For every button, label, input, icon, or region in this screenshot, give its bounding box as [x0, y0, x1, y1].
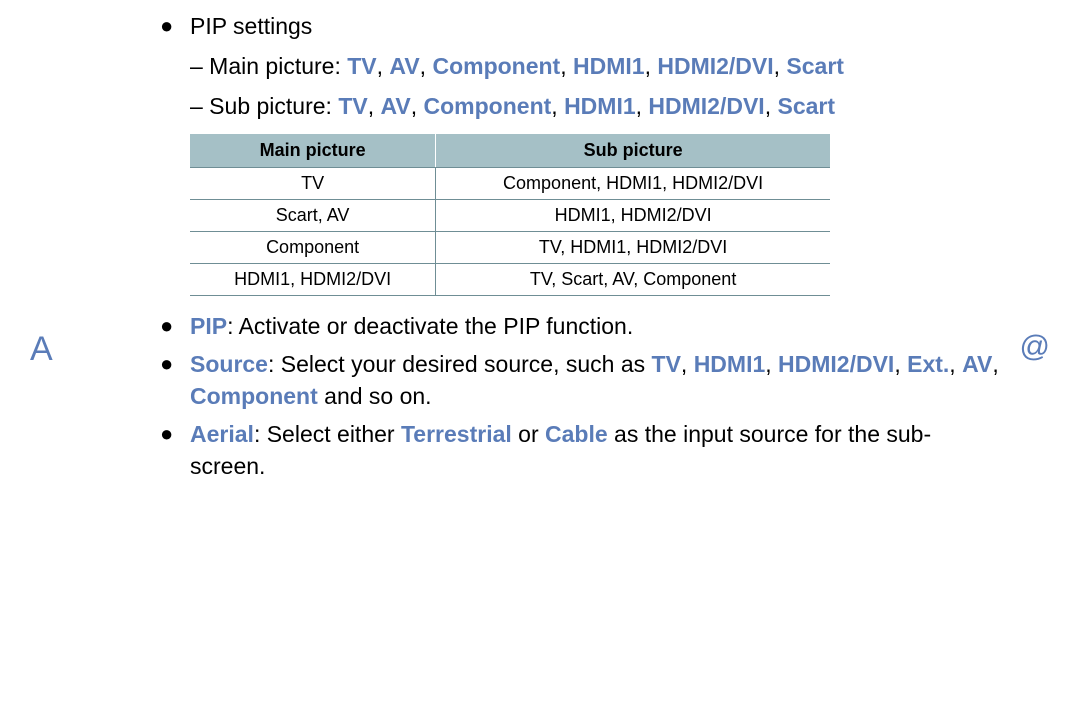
source-label: Source	[190, 351, 268, 377]
table-header-cell: Main picture	[190, 134, 436, 168]
option-value: Component	[190, 383, 318, 409]
sub-picture-line: – Sub picture: TV, AV, Component, HDMI1,…	[190, 88, 1000, 124]
table-cell: Component, HDMI1, HDMI2/DVI	[436, 168, 830, 200]
option-value: Component	[432, 53, 560, 79]
bullet-pip: ● PIP: Activate or deactivate the PIP fu…	[160, 310, 1000, 342]
pip-desc: : Activate or deactivate the PIP functio…	[227, 313, 633, 339]
source-desc2: and so on.	[318, 383, 432, 409]
table-row: HDMI1, HDMI2/DVITV, Scart, AV, Component	[190, 264, 830, 296]
option-value: HDMI2/DVI	[778, 351, 894, 377]
bullet-icon: ●	[160, 418, 190, 450]
table-cell: HDMI1, HDMI2/DVI	[190, 264, 436, 296]
pip-table: Main pictureSub picture TVComponent, HDM…	[190, 134, 830, 296]
option-value: HDMI2/DVI	[648, 93, 764, 119]
pip-settings-title: PIP settings	[190, 10, 312, 42]
option-value: TV	[652, 351, 681, 377]
pip-settings-heading: ● PIP settings	[160, 10, 1000, 42]
aerial-mid: or	[512, 421, 545, 447]
table-row: TVComponent, HDMI1, HDMI2/DVI	[190, 168, 830, 200]
bullet-aerial-text: Aerial: Select either Terrestrial or Cab…	[190, 418, 1000, 482]
aerial-opt2: Cable	[545, 421, 608, 447]
aerial-desc1: : Select either	[254, 421, 401, 447]
table-cell: TV, HDMI1, HDMI2/DVI	[436, 232, 830, 264]
bullet-source: ● Source: Select your desired source, su…	[160, 348, 1000, 412]
table-row: ComponentTV, HDMI1, HDMI2/DVI	[190, 232, 830, 264]
aerial-opt1: Terrestrial	[401, 421, 512, 447]
aerial-label: Aerial	[190, 421, 254, 447]
option-value: TV	[338, 93, 367, 119]
pip-table-wrap: Main pictureSub picture TVComponent, HDM…	[190, 134, 1000, 296]
option-value: HDMI1	[694, 351, 766, 377]
option-value: Component	[424, 93, 552, 119]
table-cell: TV, Scart, AV, Component	[436, 264, 830, 296]
table-cell: Component	[190, 232, 436, 264]
table-body: TVComponent, HDMI1, HDMI2/DVIScart, AVHD…	[190, 168, 830, 296]
source-desc1: : Select your desired source, such as	[268, 351, 652, 377]
bullet-icon: ●	[160, 310, 190, 342]
option-value: AV	[962, 351, 992, 377]
option-value: Scart	[777, 93, 835, 119]
nav-left-indicator[interactable]: A	[30, 330, 53, 369]
table-cell: Scart, AV	[190, 200, 436, 232]
pip-label: PIP	[190, 313, 227, 339]
table-row: Scart, AVHDMI1, HDMI2/DVI	[190, 200, 830, 232]
page-content: ● PIP settings – Main picture: TV, AV, C…	[160, 10, 1000, 488]
table-cell: HDMI1, HDMI2/DVI	[436, 200, 830, 232]
bullet-aerial: ● Aerial: Select either Terrestrial or C…	[160, 418, 1000, 482]
table-header-cell: Sub picture	[436, 134, 830, 168]
main-picture-line: – Main picture: TV, AV, Component, HDMI1…	[190, 48, 1000, 84]
bullet-icon: ●	[160, 10, 190, 42]
option-value: HDMI2/DVI	[657, 53, 773, 79]
option-value: Scart	[786, 53, 844, 79]
main-picture-prefix: – Main picture:	[190, 53, 347, 79]
option-value: AV	[380, 93, 410, 119]
nav-right-indicator[interactable]: @	[1020, 330, 1050, 364]
bullet-pip-text: PIP: Activate or deactivate the PIP func…	[190, 310, 633, 342]
bullet-source-text: Source: Select your desired source, such…	[190, 348, 1000, 412]
table-header-row: Main pictureSub picture	[190, 134, 830, 168]
table-cell: TV	[190, 168, 436, 200]
main-picture-options: TV, AV, Component, HDMI1, HDMI2/DVI, Sca…	[347, 53, 844, 79]
sub-picture-options: TV, AV, Component, HDMI1, HDMI2/DVI, Sca…	[338, 93, 835, 119]
sub-picture-prefix: – Sub picture:	[190, 93, 338, 119]
option-value: HDMI1	[573, 53, 645, 79]
option-value: Ext.	[907, 351, 949, 377]
option-value: AV	[389, 53, 419, 79]
option-value: HDMI1	[564, 93, 636, 119]
bullet-icon: ●	[160, 348, 190, 380]
option-value: TV	[347, 53, 376, 79]
